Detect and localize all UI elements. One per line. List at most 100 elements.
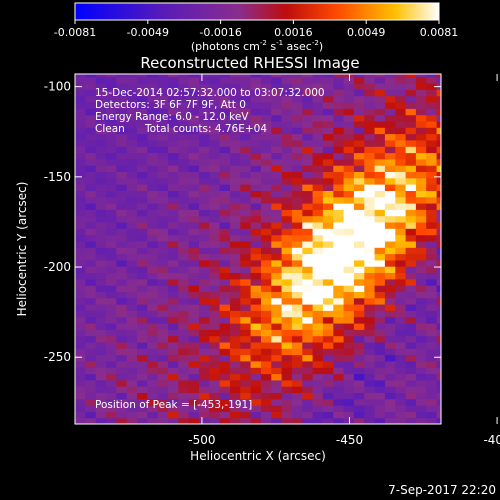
heatmap-cell (333, 335, 345, 343)
heatmap-cell (405, 386, 417, 394)
heatmap-cell (271, 417, 283, 424)
heatmap-cell (188, 272, 200, 280)
heatmap-cell (137, 316, 148, 324)
heatmap-cell (291, 341, 303, 349)
heatmap-cell (374, 203, 386, 210)
heatmap-cell (250, 108, 262, 116)
heatmap-cell (312, 108, 324, 116)
heatmap-cell (384, 386, 396, 394)
heatmap-cell (405, 259, 417, 267)
heatmap-cell (364, 152, 376, 160)
heatmap-cell (405, 278, 417, 286)
footer-timestamp: 7-Sep-2017 22:20 (388, 483, 496, 497)
heatmap-cell (116, 379, 128, 387)
heatmap-cell (426, 240, 438, 248)
heatmap-cell (415, 398, 427, 406)
heatmap-cell (322, 297, 334, 305)
heatmap-cell (219, 133, 231, 141)
heatmap-cell (384, 329, 396, 337)
heatmap-cell (415, 74, 427, 78)
heatmap-cell (116, 139, 128, 147)
heatmap-cell (106, 240, 117, 248)
heatmap-cell (322, 171, 334, 179)
heatmap-cell (415, 89, 427, 97)
heatmap-cell (374, 335, 386, 343)
heatmap-cell (426, 417, 438, 424)
heatmap-cell (85, 108, 97, 116)
heatmap-cell (364, 196, 376, 204)
heatmap-cell (261, 196, 272, 204)
heatmap-cell (261, 323, 272, 330)
heatmap-cell (116, 209, 128, 217)
heatmap-cell (230, 417, 241, 424)
heatmap-cell (157, 386, 169, 394)
heatmap-cell (343, 341, 355, 349)
heatmap-cell (75, 354, 86, 362)
heatmap-cell (415, 203, 427, 210)
heatmap-cell (322, 152, 334, 160)
heatmap-cell (188, 184, 200, 192)
heatmap-cell (353, 74, 365, 78)
heatmap-cell (137, 196, 148, 204)
heatmap-cell (75, 392, 86, 400)
heatmap-cell (384, 285, 396, 293)
heatmap-cell (178, 354, 190, 362)
heatmap-cell (209, 177, 221, 185)
heatmap-cell (374, 184, 386, 192)
heatmap-cell (312, 83, 324, 90)
heatmap-cell (374, 386, 386, 394)
heatmap-cell (364, 184, 376, 192)
heatmap-cell (188, 190, 200, 198)
heatmap-cell (426, 304, 438, 311)
heatmap-cell (168, 253, 179, 261)
heatmap-cell (281, 323, 293, 330)
heatmap-cell (415, 278, 427, 286)
heatmap-cell (333, 76, 345, 84)
heatmap-cell (415, 266, 427, 274)
heatmap-cell (281, 228, 293, 236)
heatmap-cell (95, 392, 107, 400)
heatmap-cell (250, 398, 262, 406)
heatmap-cell (405, 417, 417, 424)
heatmap-cell (343, 209, 355, 217)
heatmap-cell (209, 316, 221, 324)
heatmap-cell (353, 89, 365, 97)
heatmap-cell (147, 114, 159, 122)
heatmap-cell (219, 76, 231, 84)
heatmap-cell (116, 184, 128, 192)
heatmap-cell (219, 152, 231, 160)
heatmap-cell (219, 165, 231, 173)
heatmap-cell (322, 228, 334, 236)
heatmap-cell (426, 102, 438, 109)
heatmap-cell (137, 323, 148, 330)
heatmap-cell (178, 323, 190, 330)
heatmap-cell (240, 247, 252, 255)
heatmap-cell (188, 316, 200, 324)
heatmap-cell (168, 120, 179, 128)
heatmap-cell (395, 398, 407, 406)
heatmap-cell (230, 228, 241, 236)
heatmap-cell (353, 83, 365, 90)
heatmap-cell (384, 108, 396, 116)
heatmap-cell (188, 360, 200, 368)
heatmap-cell (137, 171, 148, 179)
heatmap-cell (168, 146, 179, 154)
heatmap-cell (157, 83, 169, 90)
heatmap-cell (250, 310, 262, 318)
heatmap-cell (157, 234, 169, 242)
heatmap-cell (106, 323, 117, 330)
heatmap-cell (374, 158, 386, 166)
heatmap-cell (353, 411, 365, 419)
heatmap-cell (281, 341, 293, 349)
heatmap-cell (199, 259, 210, 267)
heatmap-cell (281, 95, 293, 103)
heatmap-cell (312, 234, 324, 242)
heatmap-cell (261, 171, 272, 179)
heatmap-cell (126, 316, 138, 324)
heatmap-cell (333, 323, 345, 330)
heatmap-cell (333, 120, 345, 128)
heatmap-cell (147, 379, 159, 387)
heatmap-cell (147, 108, 159, 116)
heatmap-cell (395, 323, 407, 330)
heatmap-cell (436, 184, 441, 192)
